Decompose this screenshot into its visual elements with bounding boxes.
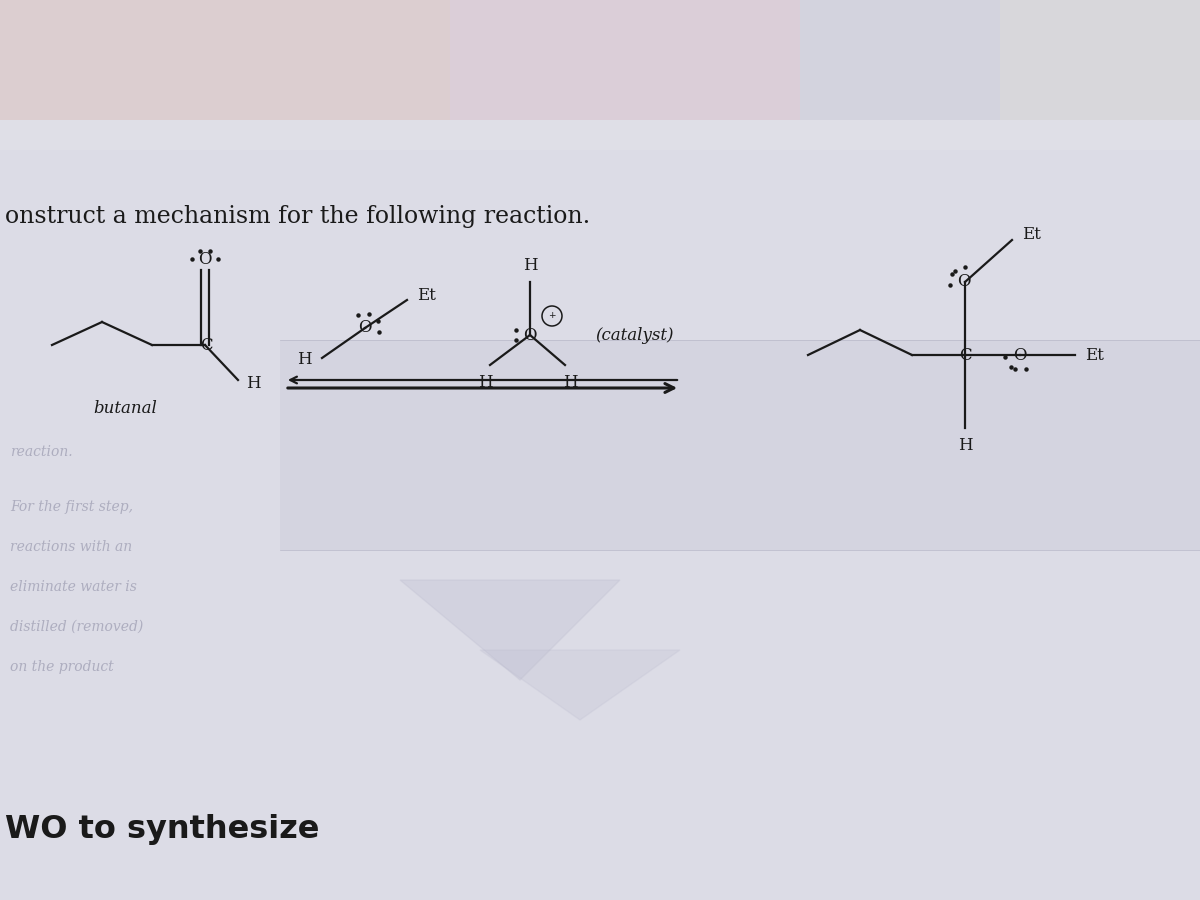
Text: on the product: on the product	[10, 660, 114, 674]
Polygon shape	[400, 580, 620, 680]
Bar	[450, 0, 800, 150]
Bar	[0, 0, 450, 150]
Text: butanal: butanal	[94, 400, 157, 417]
Text: For the first step,: For the first step,	[10, 500, 133, 514]
Text: H: H	[298, 352, 312, 368]
Text: Et: Et	[1022, 226, 1040, 242]
Bar	[1000, 0, 1200, 150]
Polygon shape	[0, 0, 1200, 150]
Bar	[450, 0, 800, 150]
Text: (catalyst): (catalyst)	[595, 327, 673, 344]
Text: onstruct a mechanism for the following reaction.: onstruct a mechanism for the following r…	[5, 205, 590, 228]
Text: H: H	[958, 437, 972, 454]
Text: Et: Et	[1085, 346, 1104, 364]
Text: eliminate water is: eliminate water is	[10, 580, 137, 594]
Text: O: O	[523, 327, 536, 344]
Polygon shape	[480, 650, 680, 720]
Text: H: H	[246, 375, 260, 392]
Text: O: O	[359, 319, 372, 336]
Text: O: O	[1013, 347, 1027, 365]
Text: H: H	[523, 257, 538, 274]
Bar	[800, 0, 1000, 150]
Bar	[0, 120, 1200, 900]
Text: C: C	[959, 346, 971, 364]
Text: C: C	[199, 338, 212, 355]
Text: H: H	[563, 374, 577, 391]
Text: distilled (removed): distilled (removed)	[10, 620, 143, 634]
Text: +: +	[548, 311, 556, 320]
Text: O: O	[958, 274, 971, 291]
Text: Et: Et	[418, 287, 436, 304]
Text: WO to synthesize: WO to synthesize	[5, 814, 319, 845]
Text: O: O	[198, 251, 211, 268]
Text: reaction.: reaction.	[10, 445, 73, 459]
Bar	[280, 340, 1200, 550]
Text: reactions with an: reactions with an	[10, 540, 132, 554]
Text: H: H	[478, 374, 492, 391]
